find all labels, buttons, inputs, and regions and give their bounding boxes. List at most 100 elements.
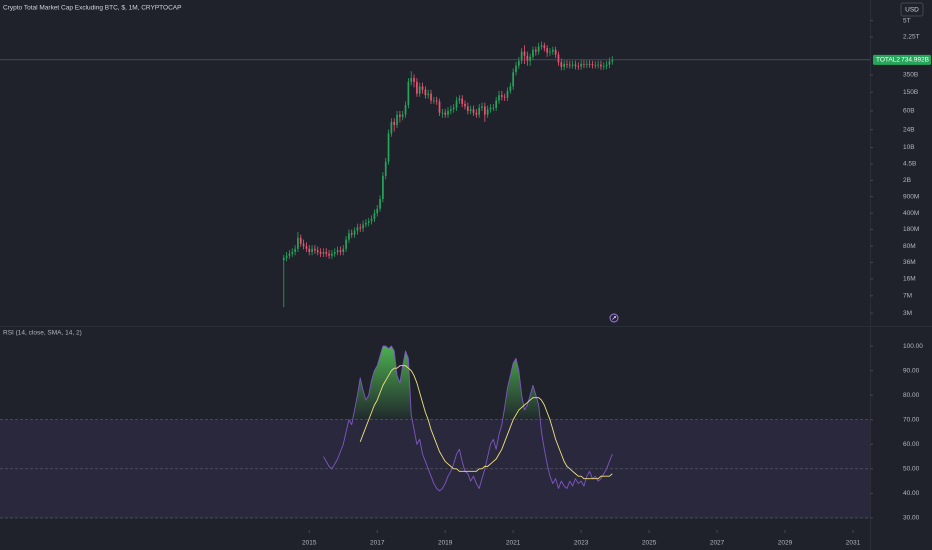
candle-body	[503, 96, 506, 98]
candle-body	[478, 107, 481, 115]
candle-body	[316, 250, 319, 252]
candle-body	[370, 219, 373, 222]
candle-body	[608, 61, 611, 65]
candle-body	[447, 110, 449, 115]
x-tick-label: 2019	[438, 540, 453, 547]
candle-body	[543, 45, 546, 49]
y-tick-label: 2B	[903, 177, 911, 184]
candle-body	[577, 66, 580, 67]
candle-body	[294, 248, 296, 252]
candle-body	[566, 63, 568, 65]
candle-body	[520, 51, 523, 61]
candle-body	[574, 64, 577, 67]
candle-body	[438, 101, 441, 113]
y-tick-label: 16M	[903, 276, 916, 283]
candle-body	[291, 251, 294, 254]
candle-body	[282, 257, 285, 261]
rsi-sma-line	[359, 365, 613, 480]
candle-body	[506, 90, 509, 98]
candle-body	[591, 64, 594, 66]
y-tick-label: 80M	[903, 243, 916, 250]
candle-body	[399, 114, 401, 117]
candle-body	[379, 199, 381, 209]
candle-body	[339, 250, 342, 252]
candle-body	[546, 48, 548, 53]
candle-body	[387, 133, 390, 162]
candle-body	[433, 100, 435, 102]
candle-body	[356, 227, 359, 231]
rsi-pane	[0, 345, 870, 519]
rsi-y-tick-label: 50.00	[903, 466, 920, 473]
rsi-line	[323, 345, 613, 492]
symbol-label: TOTAL2	[876, 57, 900, 64]
candle-body	[580, 63, 582, 67]
candle-body	[554, 49, 557, 55]
candle-body	[452, 107, 455, 110]
y-tick-label: 900M	[903, 193, 919, 200]
x-tick-label: 2025	[642, 540, 657, 547]
candle-body	[430, 93, 432, 101]
candle-body	[333, 251, 336, 254]
candle-body	[563, 63, 565, 67]
candle-body	[486, 109, 489, 115]
candle-body	[515, 65, 517, 73]
candle-body	[302, 243, 305, 247]
y-tick-label: 10B	[903, 144, 915, 151]
candle-body	[597, 64, 599, 66]
last-price-label: 734.992B	[901, 57, 929, 64]
candle-body	[367, 221, 370, 223]
candle-body	[469, 109, 472, 111]
candle-body	[512, 72, 515, 87]
candle-body	[373, 213, 376, 220]
rsi-y-tick-label: 30.00	[903, 515, 920, 522]
axes: 2015 2017 2019 2021 2023 2025 2027 2029 2031 5T 2.…	[302, 17, 923, 546]
y-tick-label: 5T	[903, 17, 911, 24]
candle-body	[305, 246, 308, 249]
replay-icon[interactable]	[609, 313, 619, 323]
y-tick-label: 3M	[903, 310, 912, 317]
candle-body	[481, 106, 483, 108]
candle-body	[594, 65, 597, 66]
candle-body	[549, 51, 551, 53]
candle-body	[458, 98, 461, 101]
candle-body	[322, 251, 325, 254]
candle-body	[501, 95, 503, 97]
rsi-y-tick-label: 40.00	[903, 490, 920, 497]
candle-body	[308, 248, 311, 252]
x-tick-label: 2031	[846, 540, 861, 547]
candle-body	[342, 248, 345, 252]
currency[interactable]: USD	[905, 7, 919, 14]
candle-body	[384, 161, 387, 176]
candle-body	[467, 106, 469, 111]
candle-body	[588, 63, 591, 65]
x-tick-label: 2015	[302, 540, 317, 547]
price-pane	[282, 41, 614, 308]
candle-body	[537, 46, 540, 52]
rsi-y-tick-label: 80.00	[903, 392, 920, 399]
candle-body	[359, 227, 362, 229]
chart-title: Crypto Total Market Cap Excluding BTC, $…	[3, 5, 181, 12]
candle-body	[299, 237, 302, 244]
candle-body	[331, 253, 333, 256]
candle-body	[489, 107, 492, 110]
x-tick-label: 2017	[370, 540, 385, 547]
y-tick-label: 36M	[903, 259, 916, 266]
candle-body	[393, 121, 396, 126]
candle-body	[288, 253, 291, 256]
candle-body	[427, 93, 430, 96]
candle-body	[498, 95, 500, 101]
candle-body	[421, 86, 424, 90]
icon-arrow[interactable]	[612, 316, 616, 320]
rsi-y-tick-label: 70.00	[903, 416, 920, 423]
candle-body	[509, 86, 512, 91]
candle-body	[365, 222, 367, 225]
candle-body	[472, 109, 475, 113]
candle-body	[450, 109, 452, 111]
candle-body	[336, 250, 339, 252]
candle-body	[529, 56, 532, 61]
currency-box[interactable]	[900, 2, 924, 17]
candle-body	[532, 49, 534, 57]
x-tick-label: 2021	[506, 540, 521, 547]
candle-body	[464, 103, 466, 107]
candle-body	[424, 89, 427, 96]
